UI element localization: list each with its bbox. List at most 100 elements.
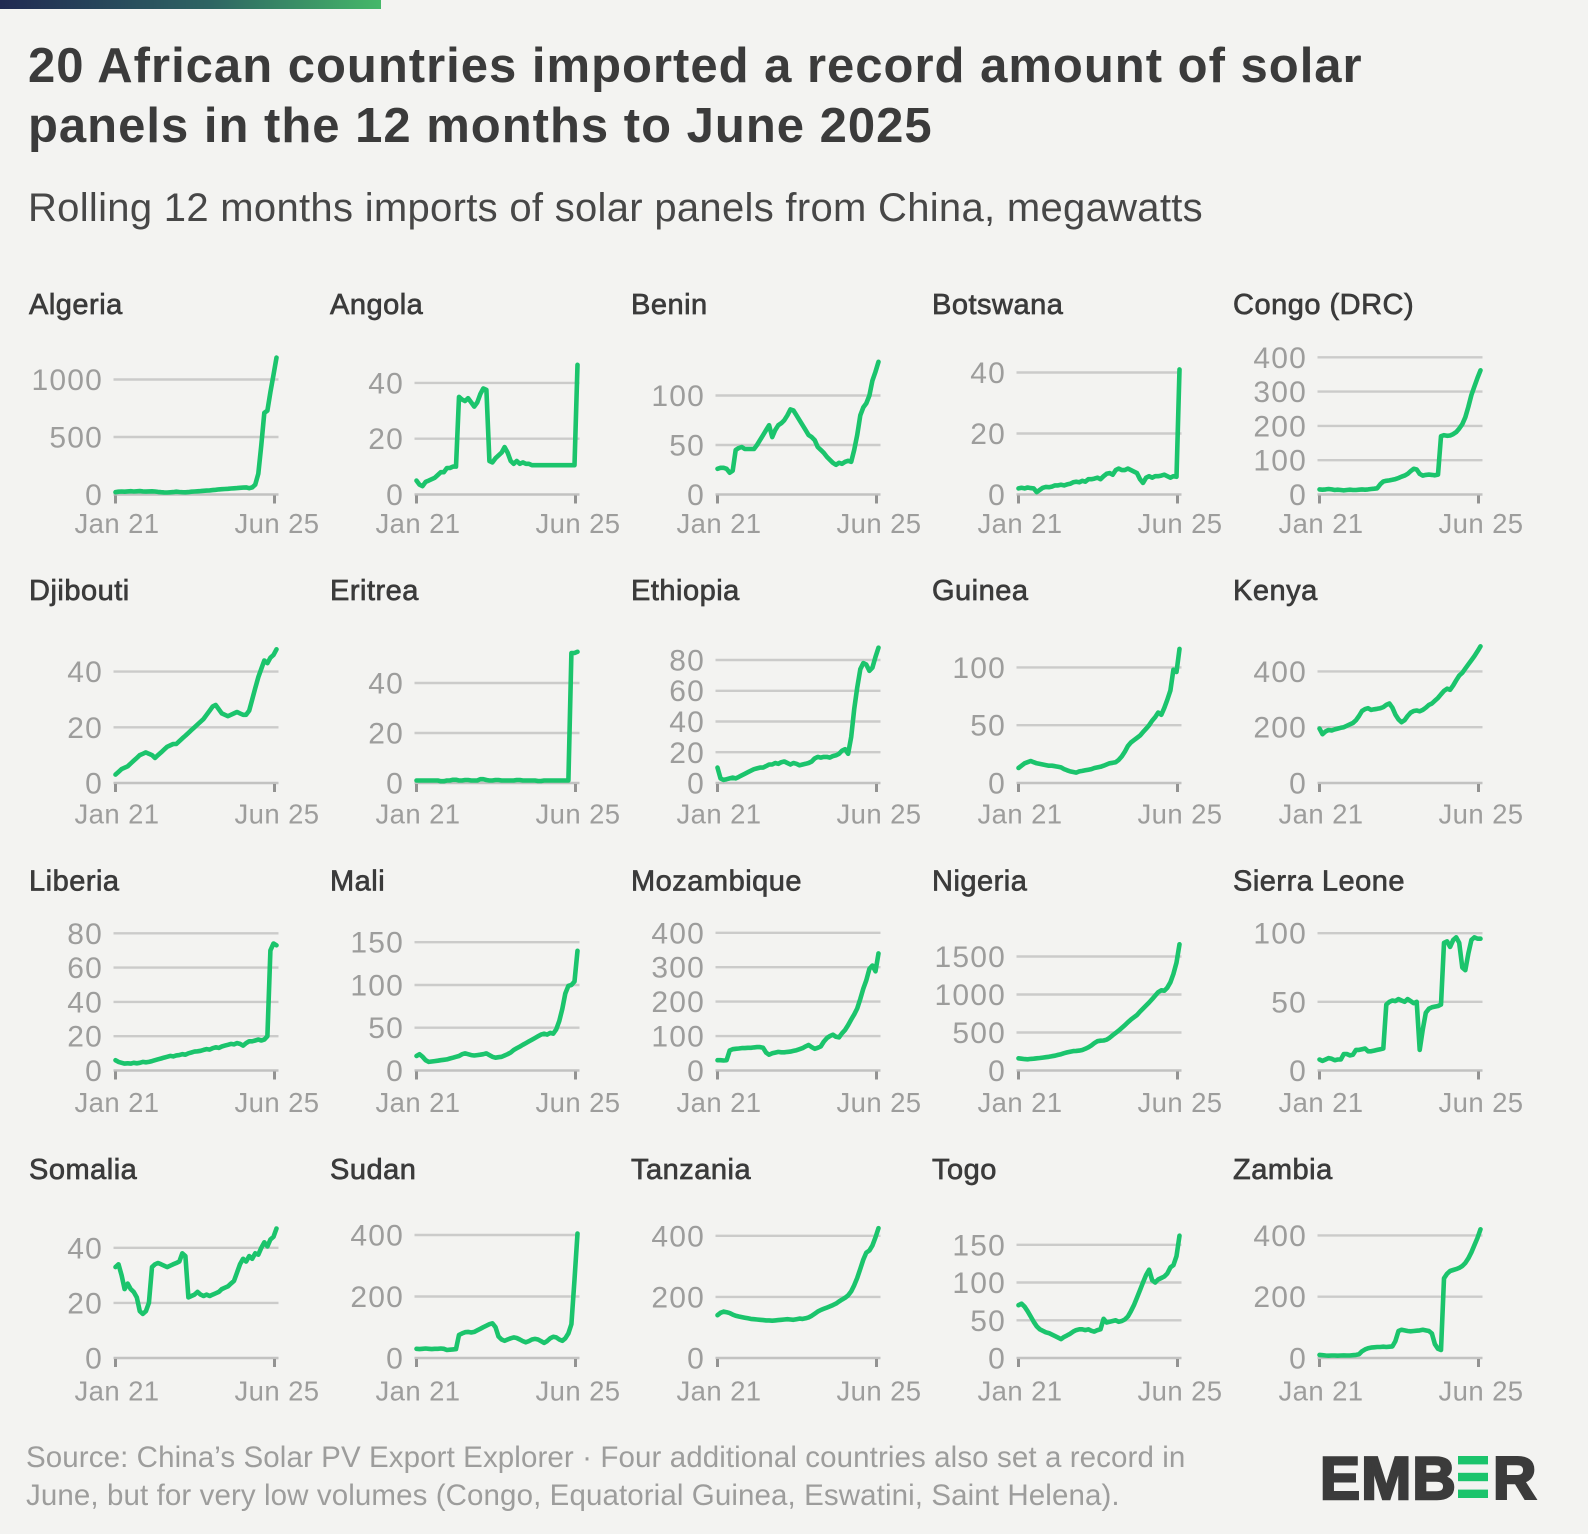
svg-text:100: 100 [651,380,705,413]
svg-text:150: 150 [952,1229,1006,1262]
svg-text:40: 40 [368,668,404,701]
svg-text:EMB: EMB [1320,1445,1457,1512]
svg-text:0: 0 [386,768,404,801]
svg-text:80: 80 [669,645,705,678]
svg-text:Jun 25: Jun 25 [235,1376,320,1407]
svg-text:0: 0 [386,479,404,512]
svg-text:200: 200 [1253,1281,1307,1314]
svg-text:0: 0 [386,1055,404,1088]
svg-text:20: 20 [368,423,404,456]
svg-text:40: 40 [669,706,705,739]
svg-text:Jan 21: Jan 21 [677,1376,762,1407]
svg-text:Sierra Leone: Sierra Leone [1233,866,1405,898]
svg-text:0: 0 [988,768,1006,801]
svg-text:Jan 21: Jan 21 [376,799,461,830]
svg-text:20: 20 [970,418,1006,451]
svg-text:0: 0 [386,1343,404,1376]
svg-text:Algeria: Algeria [29,289,123,321]
svg-text:100: 100 [651,1021,705,1054]
svg-text:Jun 25: Jun 25 [1138,1376,1223,1407]
svg-text:0: 0 [1289,768,1307,801]
svg-text:Jan 21: Jan 21 [978,508,1063,539]
svg-text:Jun 25: Jun 25 [235,1087,320,1118]
svg-text:Jun 25: Jun 25 [536,799,621,830]
svg-text:300: 300 [1253,376,1307,409]
svg-text:Jan 21: Jan 21 [978,1376,1063,1407]
svg-text:500: 500 [49,422,103,455]
svg-text:300: 300 [651,952,705,985]
svg-text:Liberia: Liberia [29,866,120,898]
svg-text:Jun 25: Jun 25 [837,508,922,539]
svg-text:100: 100 [350,970,404,1003]
svg-text:100: 100 [1253,918,1307,951]
svg-text:Togo: Togo [932,1154,997,1186]
svg-text:Jun 25: Jun 25 [837,1087,922,1118]
svg-text:0: 0 [988,1343,1006,1376]
svg-text:20: 20 [67,1287,103,1320]
svg-text:40: 40 [970,357,1006,390]
svg-text:Botswana: Botswana [932,289,1064,321]
svg-text:1500: 1500 [934,941,1006,974]
svg-text:Jan 21: Jan 21 [978,1087,1063,1118]
svg-text:20: 20 [669,737,705,770]
svg-text:Mozambique: Mozambique [631,866,802,898]
svg-text:Ethiopia: Ethiopia [631,575,740,607]
svg-text:Jan 21: Jan 21 [376,1376,461,1407]
svg-text:Jan 21: Jan 21 [1279,799,1364,830]
svg-text:50: 50 [368,1012,404,1045]
svg-text:Jun 25: Jun 25 [235,508,320,539]
svg-text:Jan 21: Jan 21 [75,799,160,830]
svg-text:R: R [1493,1445,1536,1512]
svg-text:60: 60 [669,675,705,708]
svg-text:20: 20 [67,1021,103,1054]
svg-text:Jun 25: Jun 25 [1138,1087,1223,1118]
svg-text:0: 0 [1289,479,1307,512]
svg-text:Jan 21: Jan 21 [376,508,461,539]
svg-text:Jun 25: Jun 25 [837,1376,922,1407]
svg-text:Tanzania: Tanzania [631,1154,751,1186]
svg-text:Jun 25: Jun 25 [1439,508,1524,539]
svg-text:Jan 21: Jan 21 [1279,1087,1364,1118]
svg-text:100: 100 [952,1267,1006,1300]
svg-text:Jun 25: Jun 25 [536,508,621,539]
svg-text:400: 400 [651,917,705,950]
svg-text:200: 200 [651,1281,705,1314]
svg-text:0: 0 [687,1055,705,1088]
svg-text:60: 60 [67,952,103,985]
svg-text:Somalia: Somalia [29,1154,138,1186]
svg-text:1000: 1000 [31,364,103,397]
svg-text:200: 200 [651,986,705,1019]
svg-text:Jun 25: Jun 25 [235,799,320,830]
svg-text:200: 200 [350,1281,404,1314]
svg-text:Jan 21: Jan 21 [677,799,762,830]
svg-text:Jun 25: Jun 25 [1439,799,1524,830]
svg-text:400: 400 [651,1220,705,1253]
svg-text:Jan 21: Jan 21 [1279,508,1364,539]
svg-text:100: 100 [1253,445,1307,478]
svg-text:400: 400 [1253,1220,1307,1253]
svg-text:40: 40 [67,986,103,1019]
svg-text:40: 40 [368,367,404,400]
svg-text:Jun 25: Jun 25 [1439,1087,1524,1118]
svg-text:Jun 25: Jun 25 [1439,1376,1524,1407]
svg-text:200: 200 [1253,410,1307,443]
svg-text:Congo (DRC): Congo (DRC) [1233,289,1414,321]
svg-text:Jan 21: Jan 21 [677,1087,762,1118]
svg-text:Eritrea: Eritrea [330,575,419,607]
svg-text:400: 400 [1253,656,1307,689]
svg-text:Mali: Mali [330,866,385,898]
svg-text:0: 0 [85,1055,103,1088]
svg-text:Jun 25: Jun 25 [1138,508,1223,539]
svg-text:0: 0 [988,479,1006,512]
svg-text:500: 500 [952,1017,1006,1050]
svg-text:Nigeria: Nigeria [932,866,1028,898]
svg-text:0: 0 [1289,1055,1307,1088]
svg-text:200: 200 [1253,712,1307,745]
svg-text:40: 40 [67,1232,103,1265]
svg-text:0: 0 [1289,1343,1307,1376]
svg-text:Kenya: Kenya [1233,575,1318,607]
svg-text:400: 400 [1253,342,1307,375]
svg-text:0: 0 [988,1055,1006,1088]
svg-text:50: 50 [970,710,1006,743]
svg-text:Jan 21: Jan 21 [978,799,1063,830]
